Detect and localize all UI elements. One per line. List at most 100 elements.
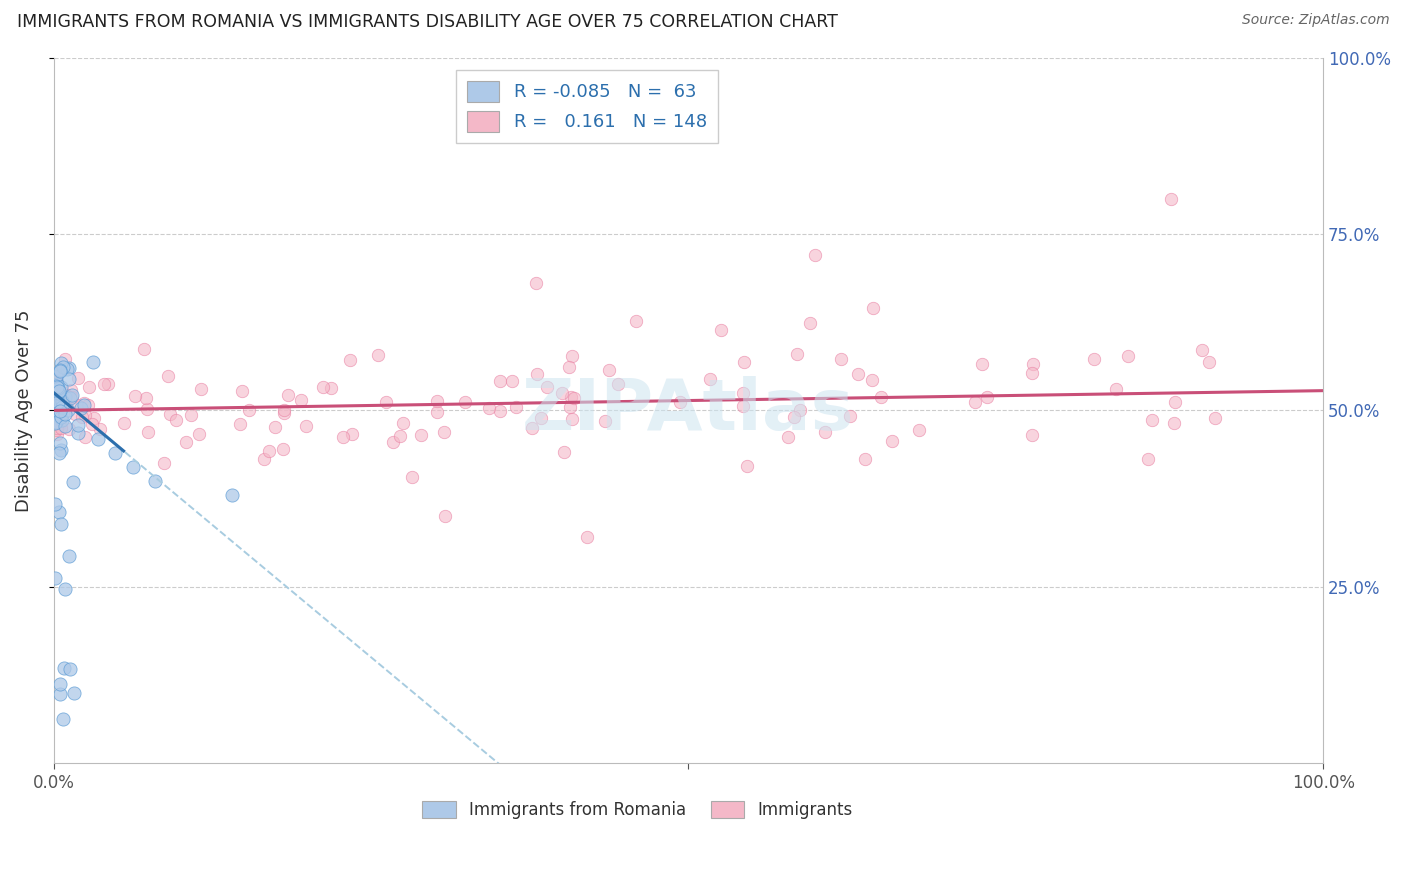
Point	[45, 415, 67, 429]
Point	[56, 361, 79, 376]
Point	[60, 390, 83, 404]
Point	[882, 434, 904, 448]
Point	[273, 442, 295, 456]
Point	[48, 400, 70, 414]
Point	[238, 402, 260, 417]
Point	[804, 248, 827, 262]
Point	[82, 417, 104, 431]
Point	[45, 423, 67, 437]
Point	[62, 475, 84, 489]
Point	[321, 380, 343, 394]
Point	[273, 403, 295, 417]
Point	[97, 377, 120, 392]
Point	[489, 404, 512, 418]
Point	[972, 357, 994, 371]
Point	[1021, 428, 1043, 442]
Point	[49, 380, 72, 394]
Point	[49, 403, 72, 417]
Point	[58, 422, 80, 436]
Point	[156, 368, 179, 383]
Point	[862, 301, 884, 316]
Point	[426, 394, 449, 409]
Point	[87, 432, 110, 446]
Point	[1105, 383, 1128, 397]
Point	[70, 410, 93, 425]
Point	[53, 661, 76, 675]
Point	[136, 401, 159, 416]
Point	[277, 388, 299, 402]
Point	[53, 351, 76, 366]
Point	[174, 434, 197, 449]
Point	[60, 388, 83, 402]
Point	[454, 395, 477, 409]
Point	[1163, 394, 1185, 409]
Point	[221, 488, 243, 502]
Point	[180, 409, 202, 423]
Point	[187, 426, 209, 441]
Point	[165, 413, 187, 427]
Point	[976, 390, 998, 404]
Point	[46, 381, 69, 395]
Point	[231, 384, 253, 399]
Point	[67, 425, 90, 440]
Point	[257, 444, 280, 458]
Point	[51, 401, 73, 415]
Point	[49, 411, 72, 425]
Point	[67, 418, 90, 433]
Point	[121, 459, 143, 474]
Point	[79, 380, 101, 394]
Point	[51, 421, 73, 435]
Point	[65, 397, 87, 411]
Point	[49, 435, 72, 450]
Point	[294, 418, 316, 433]
Point	[814, 425, 837, 439]
Point	[783, 410, 806, 425]
Point	[733, 355, 755, 369]
Point	[45, 383, 67, 397]
Point	[524, 277, 547, 291]
Point	[58, 549, 80, 563]
Point	[290, 393, 312, 408]
Point	[132, 342, 155, 356]
Point	[49, 362, 72, 376]
Point	[46, 426, 69, 441]
Point	[530, 410, 553, 425]
Point	[595, 414, 617, 428]
Point	[75, 408, 97, 422]
Point	[44, 405, 66, 419]
Point	[145, 474, 167, 488]
Point	[46, 376, 69, 391]
Point	[46, 380, 69, 394]
Point	[229, 417, 252, 431]
Point	[46, 395, 69, 409]
Point	[501, 374, 523, 388]
Point	[312, 380, 335, 394]
Point	[1160, 192, 1182, 206]
Point	[253, 452, 276, 467]
Text: ZIPAtlas: ZIPAtlas	[522, 376, 855, 445]
Point	[562, 391, 585, 405]
Point	[381, 435, 404, 450]
Point	[46, 415, 69, 429]
Point	[49, 364, 72, 378]
Point	[48, 446, 70, 460]
Point	[848, 367, 870, 381]
Point	[153, 456, 176, 470]
Point	[104, 446, 127, 460]
Point	[367, 348, 389, 362]
Point	[75, 430, 97, 444]
Point	[45, 421, 67, 435]
Point	[489, 374, 512, 388]
Point	[434, 508, 457, 523]
Point	[391, 417, 413, 431]
Point	[963, 395, 986, 409]
Point	[1022, 357, 1045, 371]
Point	[51, 409, 73, 424]
Point	[1204, 411, 1226, 425]
Point	[45, 385, 67, 400]
Point	[1116, 349, 1139, 363]
Point	[668, 394, 690, 409]
Point	[553, 445, 575, 459]
Point	[699, 371, 721, 385]
Point	[51, 413, 73, 427]
